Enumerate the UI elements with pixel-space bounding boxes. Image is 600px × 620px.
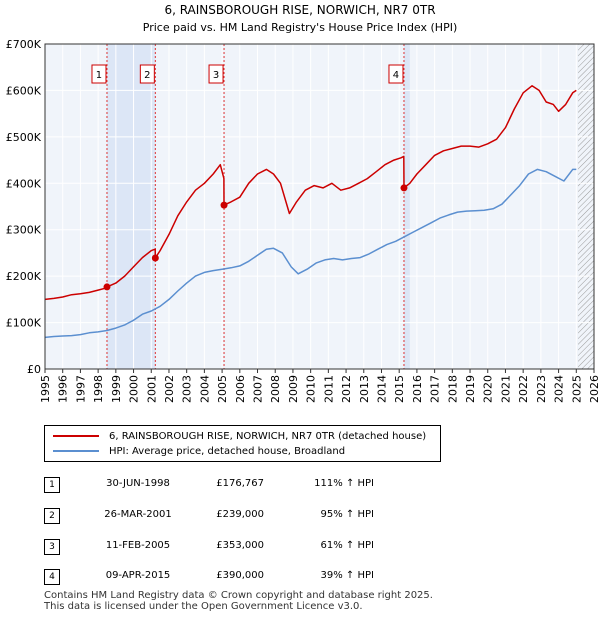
y-tick-label: £300K bbox=[6, 224, 42, 237]
chart-title: 6, RAINSBOROUGH RISE, NORWICH, NR7 0TR bbox=[164, 3, 435, 17]
x-tick-label: 2011 bbox=[322, 375, 335, 403]
x-tick-label: 2002 bbox=[163, 375, 176, 403]
future-hatch bbox=[578, 44, 594, 369]
x-tick-label: 2014 bbox=[375, 375, 388, 403]
x-tick-label: 1996 bbox=[57, 375, 70, 403]
footer-line-1: Contains HM Land Registry data © Crown c… bbox=[44, 590, 433, 601]
sale-marker-label: 4 bbox=[393, 70, 399, 81]
x-tick-label: 2022 bbox=[517, 375, 530, 403]
x-tick-label: 2018 bbox=[446, 375, 459, 403]
transaction-row: 1 30-JUN-1998 £176,767 111% ↑ HPI bbox=[44, 474, 584, 500]
x-tick-label: 1997 bbox=[74, 375, 87, 403]
transaction-hpi: 111% ↑ HPI bbox=[314, 478, 374, 489]
x-tick-label: 2010 bbox=[305, 375, 318, 403]
transaction-date: 26-MAR-2001 bbox=[104, 509, 172, 520]
transaction-price: £390,000 bbox=[216, 570, 264, 581]
transaction-number: 1 bbox=[44, 477, 60, 493]
x-tick-label: 2013 bbox=[358, 375, 371, 403]
transaction-number: 3 bbox=[44, 539, 60, 555]
sale-marker-label: 2 bbox=[144, 70, 150, 81]
transaction-date: 09-APR-2015 bbox=[105, 570, 171, 581]
legend-label-property: 6, RAINSBOROUGH RISE, NORWICH, NR7 0TR (… bbox=[109, 430, 427, 442]
y-tick-label: £400K bbox=[6, 177, 42, 190]
x-tick-label: 1995 bbox=[39, 375, 52, 403]
x-tick-label: 2025 bbox=[570, 375, 583, 403]
legend-item-hpi: HPI: Average price, detached house, Broa… bbox=[53, 444, 345, 458]
hpi-line bbox=[44, 168, 577, 339]
chart-legend: 6, RAINSBOROUGH RISE, NORWICH, NR7 0TR (… bbox=[44, 425, 441, 462]
sale-marker-box bbox=[91, 64, 107, 84]
sale-marker-label: 1 bbox=[96, 70, 102, 81]
sale-span-shade bbox=[106, 44, 156, 369]
transaction-price: £176,767 bbox=[216, 478, 264, 489]
x-tick-label: 2007 bbox=[252, 375, 265, 403]
x-tick-label: 1999 bbox=[110, 375, 123, 403]
transaction-hpi: 61% ↑ HPI bbox=[320, 540, 374, 551]
sale-point bbox=[220, 201, 228, 209]
x-tick-label: 2017 bbox=[429, 375, 442, 403]
transaction-hpi: 39% ↑ HPI bbox=[320, 570, 374, 581]
x-tick-label: 2021 bbox=[499, 375, 512, 403]
legend-swatch-hpi bbox=[53, 450, 99, 452]
plot-border bbox=[44, 43, 595, 370]
sale-point bbox=[400, 184, 408, 192]
transaction-number: 2 bbox=[44, 508, 60, 524]
sale-marker-box bbox=[208, 64, 224, 84]
sale-marker-label: 3 bbox=[213, 70, 219, 81]
x-tick-label: 2016 bbox=[411, 375, 424, 403]
sale-marker-box bbox=[388, 64, 404, 84]
transaction-hpi: 95% ↑ HPI bbox=[320, 509, 374, 520]
footer-line-2: This data is licensed under the Open Gov… bbox=[44, 601, 363, 612]
sale-point bbox=[151, 254, 159, 262]
x-tick-label: 2003 bbox=[181, 375, 194, 403]
y-tick-label: £200K bbox=[6, 270, 42, 283]
x-tick-label: 2023 bbox=[535, 375, 548, 403]
x-tick-label: 2008 bbox=[269, 375, 282, 403]
y-tick-label: £700K bbox=[6, 38, 42, 51]
x-tick-label: 2005 bbox=[216, 375, 229, 403]
x-tick-label: 2019 bbox=[464, 375, 477, 403]
legend-label-hpi: HPI: Average price, detached house, Broa… bbox=[109, 445, 346, 457]
price-chart: 6, RAINSBOROUGH RISE, NORWICH, NR7 0TR P… bbox=[6, 3, 600, 403]
x-tick-label: 2000 bbox=[128, 375, 141, 403]
transaction-date: 11-FEB-2005 bbox=[105, 540, 171, 551]
transaction-date: 30-JUN-1998 bbox=[106, 478, 170, 489]
x-tick-label: 2015 bbox=[393, 375, 406, 403]
transaction-price: £239,000 bbox=[216, 509, 264, 520]
y-tick-label: £0 bbox=[27, 363, 41, 376]
x-tick-label: 2004 bbox=[198, 375, 211, 403]
x-tick-label: 2006 bbox=[234, 375, 247, 403]
y-tick-label: £600K bbox=[6, 84, 42, 97]
footer-note: Contains HM Land Registry data © Crown c… bbox=[44, 590, 433, 612]
sale-point bbox=[103, 283, 111, 291]
transaction-row: 4 09-APR-2015 £390,000 39% ↑ HPI bbox=[44, 566, 584, 592]
sale-span-shade bbox=[403, 44, 410, 369]
transaction-row: 3 11-FEB-2005 £353,000 61% ↑ HPI bbox=[44, 536, 584, 562]
property-price-line bbox=[44, 85, 577, 301]
x-tick-label: 2026 bbox=[588, 375, 600, 403]
x-tick-label: 2012 bbox=[340, 375, 353, 403]
x-tick-label: 1998 bbox=[92, 375, 105, 403]
x-tick-label: 2024 bbox=[553, 375, 566, 403]
legend-swatch-property bbox=[53, 435, 99, 437]
transaction-row: 2 26-MAR-2001 £239,000 95% ↑ HPI bbox=[44, 505, 584, 531]
x-tick-label: 2009 bbox=[287, 375, 300, 403]
x-tick-label: 2001 bbox=[145, 375, 158, 403]
y-tick-label: £500K bbox=[6, 131, 42, 144]
y-tick-label: £100K bbox=[6, 317, 42, 330]
legend-item-property: 6, RAINSBOROUGH RISE, NORWICH, NR7 0TR (… bbox=[53, 429, 426, 443]
transaction-price: £353,000 bbox=[216, 540, 264, 551]
sale-marker-box bbox=[139, 64, 155, 84]
chart-subtitle: Price paid vs. HM Land Registry's House … bbox=[143, 21, 458, 34]
transaction-number: 4 bbox=[44, 569, 60, 585]
x-tick-label: 2020 bbox=[482, 375, 495, 403]
